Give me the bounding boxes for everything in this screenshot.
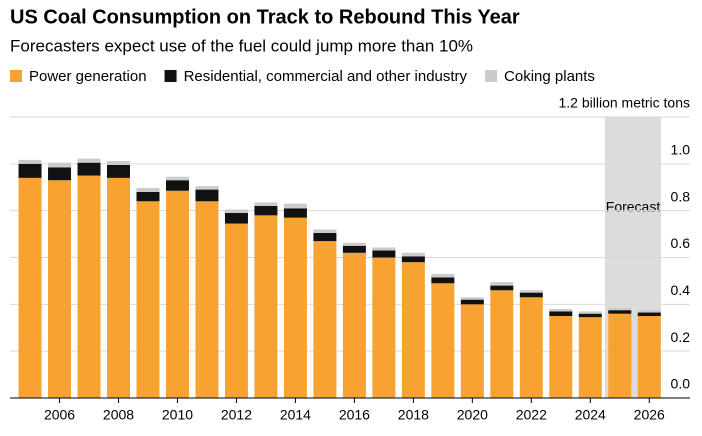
bar-segment [165,176,189,181]
legend-swatch [485,70,498,82]
bar-segment [195,201,219,398]
x-tick-label: 2010 [162,407,193,423]
bar-segment [48,167,72,181]
bar-segment [637,312,661,317]
bar-segment [460,297,484,300]
bar-segment [77,158,101,163]
x-tick-label: 2022 [516,407,547,423]
bar-segment [77,175,101,398]
y-tick-label: 0.2 [671,329,691,345]
bar-segment [401,252,425,257]
x-tick-label: 2008 [103,407,134,423]
x-tick-label: 2006 [44,407,75,423]
bar-segment [254,205,278,216]
y-tick-label: 1.2 billion metric tons [558,95,690,111]
y-tick-label: 0.0 [671,376,691,392]
x-tick-label: 2012 [221,407,252,423]
bar-segment [224,213,248,224]
bar-segment [283,217,307,398]
bar-segment [254,202,278,206]
bar-segment [283,208,307,218]
bar-segment [372,247,396,251]
x-tick-label: 2018 [398,407,429,423]
y-tick-label: 1.0 [671,142,691,158]
bar-segment [254,215,278,398]
bar-segment [107,161,131,166]
bar-segment [313,241,337,398]
chart-title: US Coal Consumption on Track to Rebound … [10,6,520,28]
bar-segment [107,165,131,178]
bar-segment [342,245,366,253]
x-tick-label: 2014 [280,407,311,423]
y-tick-label: 0.4 [671,282,691,298]
bar-segment [401,262,425,398]
x-tick-label: 2026 [634,407,665,423]
bar-segment [549,309,573,312]
bar-segment [48,180,72,398]
bar-segment [460,299,484,305]
bar-segment [136,201,160,398]
bar-segment [313,232,337,242]
bar-segment [460,304,484,398]
bar-segment [578,313,602,318]
bar-segment [431,283,455,398]
bar-segment [18,163,42,178]
bar-segment [224,223,248,398]
bar-segment [313,229,337,233]
bar-segment [490,282,514,286]
bar-segment [401,256,425,263]
forecast-label: Forecast [606,199,661,215]
bar-segment [578,311,602,314]
legend: Power generation Residential, commercial … [10,68,595,85]
bar-segment [608,307,632,311]
x-tick-label: 2020 [457,407,488,423]
bar-segment [372,250,396,258]
bar-segment [519,292,543,298]
bar-segment [578,317,602,398]
bar-segment [490,290,514,398]
bar-segment [431,277,455,284]
bar-segment [637,316,661,398]
x-tick-label: 2024 [575,407,606,423]
bar-segment [107,177,131,398]
legend-swatch [10,70,22,82]
bar-segment [519,297,543,398]
bar-segment [18,159,42,164]
bar-segment [549,316,573,398]
chart-subtitle: Forecasters expect use of the fuel could… [10,36,473,55]
bar-segment [136,187,160,192]
bar-segment [637,310,661,313]
bar-segment [372,257,396,398]
bar-segment [224,209,248,214]
legend-swatch [164,70,177,82]
y-tick-label: 0.8 [671,188,691,204]
bar-segment [195,189,219,202]
legend-label: Power generation [29,68,147,85]
bar-segment [431,273,455,278]
bar-segment [77,162,101,176]
bar-segment [342,252,366,398]
bar-segment [165,190,189,398]
bar-segment [519,290,543,293]
bar-segment [165,180,189,191]
bar-segment [195,186,219,190]
legend-label: Residential, commercial and other indust… [184,68,468,85]
bar-segment [342,242,366,246]
bar-segment [549,311,573,317]
bar-segment [608,310,632,314]
x-tick-label: 2016 [339,407,370,423]
y-tick-label: 0.6 [671,235,691,251]
bar-segment [608,313,632,398]
bar-segment [283,203,307,209]
bar-segment [136,191,160,202]
legend-label: Coking plants [504,68,595,85]
bar-segment [18,177,42,398]
bar-segment [490,285,514,291]
bar-segment [48,162,72,168]
